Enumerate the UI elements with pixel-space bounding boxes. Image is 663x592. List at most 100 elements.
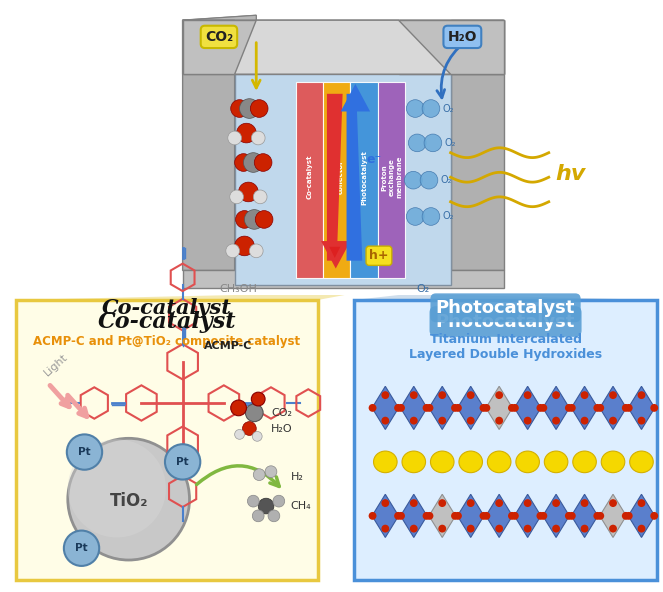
Circle shape (625, 512, 633, 520)
Polygon shape (182, 20, 235, 74)
Circle shape (625, 404, 633, 412)
Polygon shape (327, 94, 343, 260)
Circle shape (245, 404, 263, 422)
Polygon shape (398, 20, 504, 74)
Circle shape (479, 512, 487, 520)
Text: O₂: O₂ (443, 104, 454, 114)
Circle shape (581, 417, 589, 424)
Circle shape (540, 512, 547, 520)
Circle shape (438, 417, 446, 424)
Text: h+: h+ (369, 249, 389, 262)
Polygon shape (235, 74, 451, 285)
Text: O₂: O₂ (445, 138, 456, 148)
Polygon shape (182, 15, 256, 74)
FancyBboxPatch shape (296, 82, 323, 278)
Polygon shape (182, 15, 256, 74)
Circle shape (524, 525, 532, 533)
Polygon shape (235, 20, 451, 74)
Text: O₂: O₂ (443, 211, 454, 221)
Polygon shape (514, 494, 541, 538)
FancyBboxPatch shape (16, 300, 318, 580)
Text: Pt: Pt (78, 447, 91, 457)
Circle shape (243, 422, 256, 435)
Circle shape (593, 404, 601, 412)
Ellipse shape (573, 451, 596, 472)
Circle shape (253, 469, 265, 481)
Circle shape (650, 512, 658, 520)
Circle shape (420, 171, 438, 189)
Circle shape (230, 190, 243, 204)
Circle shape (235, 429, 245, 439)
Polygon shape (182, 20, 256, 74)
Circle shape (540, 404, 547, 412)
Circle shape (394, 512, 402, 520)
Circle shape (524, 391, 532, 399)
Circle shape (650, 404, 658, 412)
Circle shape (410, 417, 418, 424)
Circle shape (235, 211, 253, 229)
Circle shape (426, 512, 434, 520)
Circle shape (422, 208, 440, 226)
Circle shape (422, 99, 440, 117)
Circle shape (253, 510, 264, 522)
Circle shape (581, 499, 589, 507)
Polygon shape (347, 94, 362, 260)
Circle shape (552, 417, 560, 424)
Text: hv: hv (556, 164, 586, 184)
Circle shape (67, 435, 102, 469)
Circle shape (231, 400, 247, 416)
Circle shape (596, 404, 604, 412)
Circle shape (228, 131, 241, 145)
Circle shape (593, 512, 601, 520)
Circle shape (265, 466, 277, 478)
Text: Pt: Pt (75, 543, 88, 554)
Circle shape (410, 499, 418, 507)
Circle shape (397, 512, 405, 520)
Circle shape (467, 525, 475, 533)
Polygon shape (451, 20, 504, 74)
Polygon shape (16, 295, 345, 300)
Circle shape (581, 525, 589, 533)
Circle shape (235, 236, 255, 256)
Circle shape (369, 512, 377, 520)
Circle shape (454, 404, 462, 412)
Circle shape (483, 512, 491, 520)
Circle shape (451, 404, 459, 412)
Circle shape (568, 404, 575, 412)
Polygon shape (600, 494, 627, 538)
Text: CH₄: CH₄ (290, 501, 311, 511)
FancyBboxPatch shape (355, 300, 657, 580)
Circle shape (467, 499, 475, 507)
Circle shape (609, 391, 617, 399)
Circle shape (483, 404, 491, 412)
Ellipse shape (430, 451, 454, 472)
Circle shape (454, 512, 462, 520)
Circle shape (273, 496, 284, 507)
Ellipse shape (402, 451, 426, 472)
Circle shape (255, 211, 273, 229)
Circle shape (231, 99, 249, 117)
Polygon shape (451, 20, 504, 271)
Polygon shape (543, 494, 570, 538)
Circle shape (467, 417, 475, 424)
FancyBboxPatch shape (323, 82, 351, 278)
Text: Titanium Intercalated
Layered Double Hydroxides: Titanium Intercalated Layered Double Hyd… (409, 333, 602, 361)
Text: O₂: O₂ (416, 284, 430, 294)
Text: O₂: O₂ (441, 175, 452, 185)
Circle shape (552, 525, 560, 533)
Circle shape (426, 404, 434, 412)
Circle shape (568, 512, 575, 520)
Circle shape (552, 499, 560, 507)
Circle shape (536, 404, 544, 412)
Circle shape (268, 510, 280, 522)
FancyBboxPatch shape (378, 82, 406, 278)
Circle shape (638, 417, 645, 424)
Ellipse shape (601, 451, 625, 472)
Circle shape (394, 404, 402, 412)
Circle shape (410, 525, 418, 533)
Text: Proton
exchange
membrane: Proton exchange membrane (381, 156, 402, 198)
Text: e⁻: e⁻ (366, 153, 381, 166)
Circle shape (495, 499, 503, 507)
Ellipse shape (544, 451, 568, 472)
Polygon shape (429, 494, 455, 538)
